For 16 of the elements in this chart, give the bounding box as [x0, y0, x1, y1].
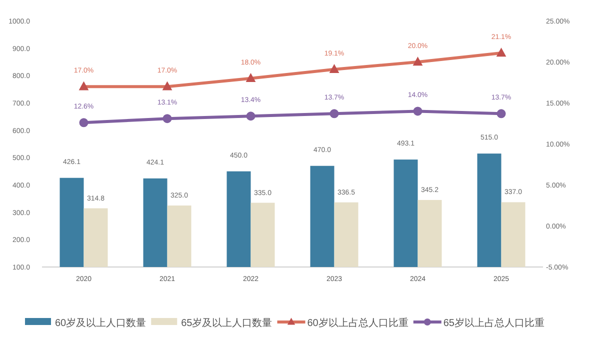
- point: [246, 73, 256, 82]
- point: [412, 56, 423, 66]
- point: [496, 48, 506, 57]
- point: [162, 114, 172, 124]
- point: [413, 106, 422, 116]
- point: [162, 81, 172, 90]
- point: [79, 118, 88, 128]
- point: [246, 112, 256, 121]
- point: [496, 109, 506, 118]
- legend-label: 65岁及以上人口数量: [181, 317, 272, 329]
- legend-label: 60岁以上占总人口比重: [307, 317, 408, 329]
- point: [78, 81, 89, 90]
- point: [330, 109, 339, 118]
- point: [329, 64, 340, 73]
- legend-label: 60岁及以上人口数量: [55, 317, 146, 329]
- legend-label: 65岁以上占总人口比重: [443, 317, 544, 329]
